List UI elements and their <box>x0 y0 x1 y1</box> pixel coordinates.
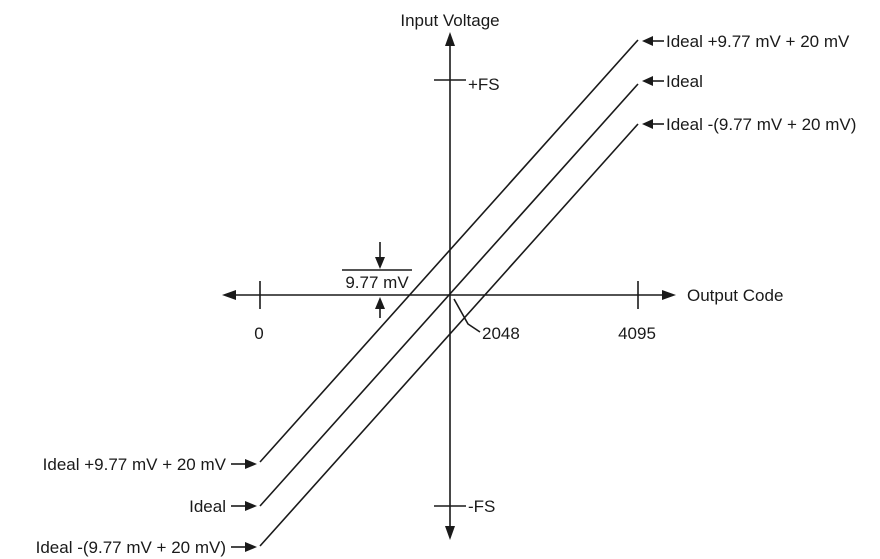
arrow-right-icon <box>245 542 257 552</box>
y-axis <box>434 32 466 540</box>
ideal-line <box>259 83 639 507</box>
ideal-label-left: Ideal <box>189 497 257 516</box>
arrow-left-icon <box>642 119 653 129</box>
minus-fs-label: -FS <box>468 497 495 516</box>
upper-limit-line <box>259 39 639 463</box>
arrow-right-icon <box>245 501 257 511</box>
ideal-label-left-text: Ideal <box>189 497 226 516</box>
lower-label-left: Ideal -(9.77 mV + 20 mV) <box>36 538 257 557</box>
lsb-dimension: 9.77 mV <box>342 242 412 318</box>
x-axis-title: Output Code <box>687 286 783 305</box>
arrow-left-icon <box>642 36 653 46</box>
arrow-up-icon <box>375 297 385 309</box>
upper-label-left: Ideal +9.77 mV + 20 mV <box>43 455 257 474</box>
lower-label-left-text: Ideal -(9.77 mV + 20 mV) <box>36 538 226 557</box>
upper-label-right: Ideal +9.77 mV + 20 mV <box>642 32 850 51</box>
y-axis-title: Input Voltage <box>400 11 499 30</box>
arrow-left-icon <box>642 76 653 86</box>
lower-label-right: Ideal -(9.77 mV + 20 mV) <box>642 115 856 134</box>
y-axis-up-arrowhead <box>445 32 455 46</box>
leader-2048 <box>453 298 481 333</box>
y-axis-down-arrowhead <box>445 526 455 540</box>
lower-limit-line <box>259 123 639 547</box>
ideal-label-right-text: Ideal <box>666 72 703 91</box>
x-label-0: 0 <box>254 324 263 343</box>
plus-fs-label: +FS <box>468 75 500 94</box>
arrow-down-icon <box>375 257 385 269</box>
x-axis-left-arrowhead <box>222 290 236 300</box>
upper-label-left-text: Ideal +9.77 mV + 20 mV <box>43 455 227 474</box>
x-axis-right-arrowhead <box>662 290 676 300</box>
x-label-2048: 2048 <box>482 324 520 343</box>
x-label-4095: 4095 <box>618 324 656 343</box>
upper-label-right-text: Ideal +9.77 mV + 20 mV <box>666 32 850 51</box>
lsb-label: 9.77 mV <box>345 273 409 292</box>
lower-label-right-text: Ideal -(9.77 mV + 20 mV) <box>666 115 856 134</box>
arrow-right-icon <box>245 459 257 469</box>
ideal-label-right: Ideal <box>642 72 703 91</box>
